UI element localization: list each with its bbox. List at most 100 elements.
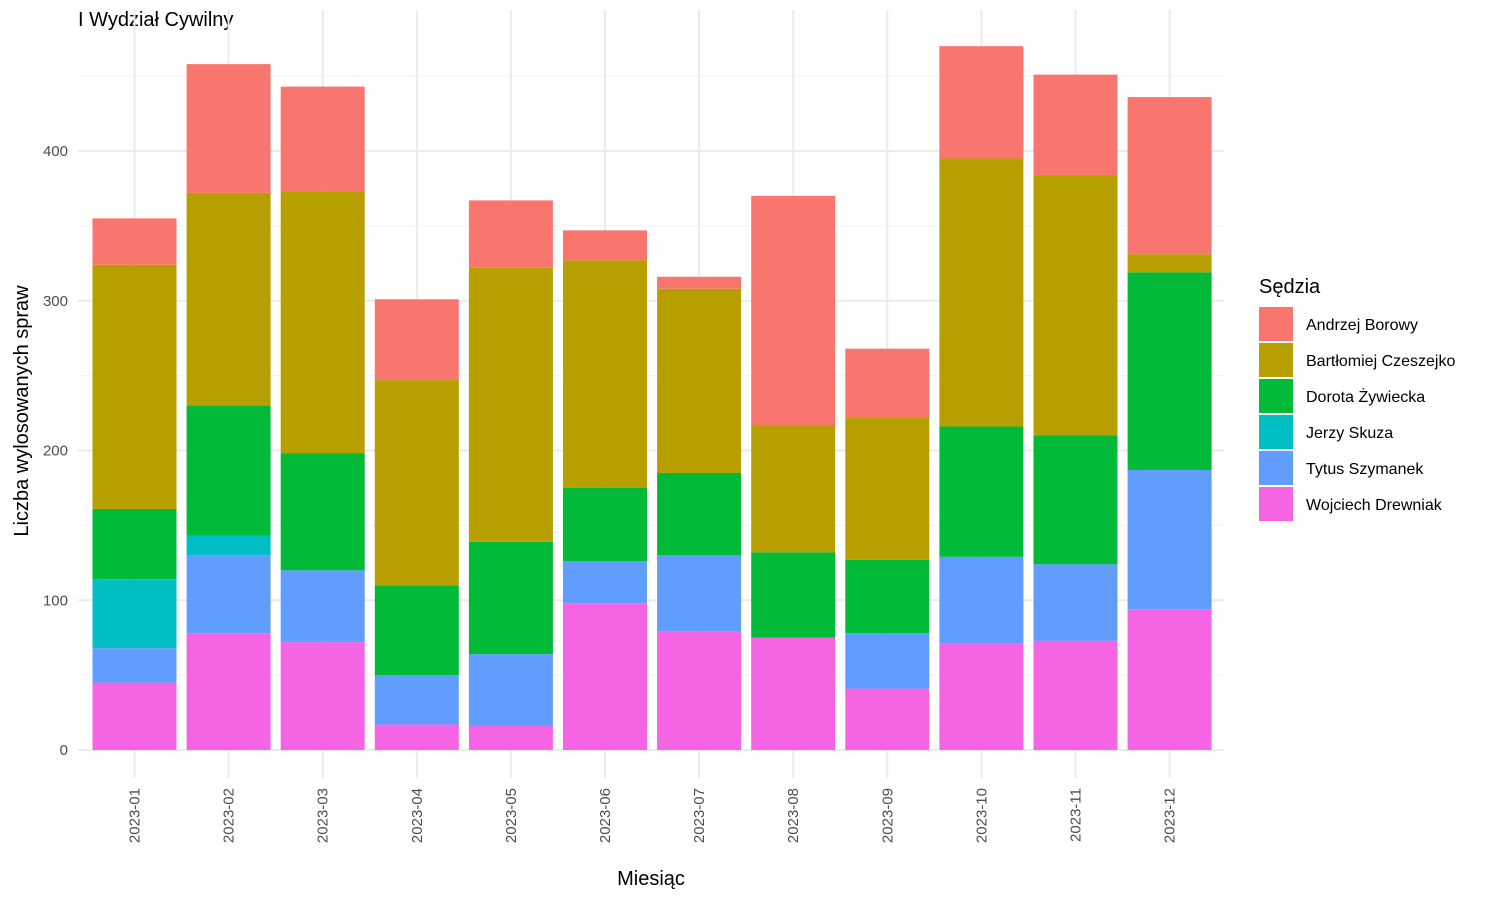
- bar-segment: [92, 264, 177, 509]
- bar-segment: [468, 267, 553, 542]
- legend-label: Bartłomiej Czeszejko: [1306, 353, 1455, 370]
- bars: [92, 46, 1212, 750]
- legend: Sędzia Andrzej Borowy Bartłomiej Czeszejk…: [1259, 276, 1455, 521]
- x-tick-label: 2023-08: [785, 788, 802, 843]
- bar-segment: [374, 724, 459, 750]
- x-tick-label: 2023-04: [409, 788, 426, 843]
- bar-segment: [1033, 174, 1118, 436]
- x-tick-label: 2023-02: [221, 788, 238, 843]
- chart-title: I Wydział Cywilny: [78, 9, 233, 31]
- bar-segment: [657, 288, 742, 473]
- y-axis-title: Liczba wylosowanych spraw: [11, 285, 33, 537]
- x-tick-label: 2023-12: [1162, 788, 1179, 843]
- bar-segment: [374, 675, 459, 725]
- bar-segment: [280, 191, 365, 454]
- x-tick-label: 2023-05: [503, 788, 520, 843]
- bar-segment: [1033, 640, 1118, 750]
- bar-segment: [845, 417, 930, 560]
- bar-segment: [468, 541, 553, 655]
- legend-label: Jerzy Skuza: [1306, 425, 1393, 442]
- x-axis-ticks: 2023-01 2023-02 2023-03 2023-04 2023-05 2023-…: [127, 788, 1179, 843]
- y-tick-label: 200: [43, 443, 68, 460]
- bar-segment: [1127, 272, 1212, 470]
- legend-label: Dorota Żywiecka: [1306, 387, 1425, 406]
- x-tick-label: 2023-07: [691, 788, 708, 843]
- x-tick-label: 2023-09: [879, 788, 896, 843]
- bar-segment: [186, 192, 271, 406]
- legend-label: Andrzej Borowy: [1306, 317, 1418, 334]
- bar-segment: [563, 603, 647, 750]
- x-tick-label: 2023-11: [1068, 788, 1085, 842]
- legend-item: Tytus Szymanek: [1259, 451, 1424, 485]
- bar-segment: [563, 487, 647, 562]
- bar-segment: [280, 642, 365, 750]
- bar-segment: [563, 260, 647, 488]
- x-tick-label: 2023-03: [315, 788, 332, 843]
- bar-segment: [468, 654, 553, 727]
- bar-segment: [468, 200, 553, 268]
- x-tick-label: 2023-01: [127, 788, 144, 843]
- bar-segment: [845, 633, 930, 689]
- legend-key: [1259, 379, 1293, 413]
- bar-segment: [186, 633, 271, 750]
- y-tick-label: 400: [43, 143, 68, 160]
- bar-segment: [186, 555, 271, 634]
- bar-segment: [563, 561, 647, 604]
- bar-segment: [563, 230, 647, 261]
- legend-item: Jerzy Skuza: [1259, 415, 1393, 449]
- legend-item: Dorota Żywiecka: [1259, 379, 1425, 413]
- bar-segment: [186, 405, 271, 536]
- bar-segment: [1127, 254, 1212, 273]
- y-tick-label: 0: [60, 742, 68, 759]
- bar-segment: [1127, 469, 1212, 610]
- bar-segment: [1127, 609, 1212, 750]
- bar-segment: [1033, 74, 1118, 175]
- y-axis-ticks: 0 100 200 300 400: [43, 143, 68, 759]
- bar-segment: [468, 726, 553, 750]
- x-tick-label: 2023-06: [597, 788, 614, 843]
- y-tick-label: 100: [43, 592, 68, 609]
- legend-item: Andrzej Borowy: [1259, 307, 1418, 341]
- bar-segment: [1127, 97, 1212, 255]
- bar-segment: [280, 570, 365, 643]
- legend-key: [1259, 487, 1293, 521]
- legend-key: [1259, 451, 1293, 485]
- bar-segment: [92, 648, 177, 683]
- legend-label: Tytus Szymanek: [1306, 461, 1424, 478]
- bar-segment: [751, 195, 836, 426]
- bar-segment: [845, 688, 930, 750]
- bar-segment: [186, 64, 271, 193]
- bar-segment: [939, 643, 1024, 750]
- bar-segment: [751, 552, 836, 638]
- bar-segment: [280, 453, 365, 571]
- bar-segment: [92, 682, 177, 750]
- bar-segment: [845, 559, 930, 634]
- x-tick-label: 2023-10: [973, 788, 990, 843]
- bar-segment: [939, 426, 1024, 557]
- bar-segment: [657, 555, 742, 632]
- legend-key: [1259, 415, 1293, 449]
- bar-segment: [657, 472, 742, 556]
- x-axis-title: Miesiąc: [617, 868, 685, 890]
- y-tick-label: 300: [43, 293, 68, 310]
- bar-segment: [751, 425, 836, 553]
- bar-segment: [280, 86, 365, 192]
- legend-key: [1259, 307, 1293, 341]
- bar-segment: [374, 380, 459, 586]
- bar-segment: [186, 535, 271, 556]
- legend-item: Wojciech Drewniak: [1259, 487, 1443, 521]
- bar-segment: [92, 218, 177, 265]
- legend-item: Bartłomiej Czeszejko: [1259, 343, 1455, 377]
- bar-segment: [374, 299, 459, 381]
- legend-label: Wojciech Drewniak: [1306, 497, 1443, 514]
- bar-segment: [845, 348, 930, 418]
- bar-segment: [939, 556, 1024, 644]
- bar-segment: [657, 631, 742, 750]
- bar-segment: [939, 46, 1024, 159]
- legend-title: Sędzia: [1259, 276, 1321, 298]
- bar-segment: [92, 579, 177, 649]
- bar-segment: [1033, 435, 1118, 565]
- bar-segment: [92, 508, 177, 580]
- bar-segment: [1033, 564, 1118, 641]
